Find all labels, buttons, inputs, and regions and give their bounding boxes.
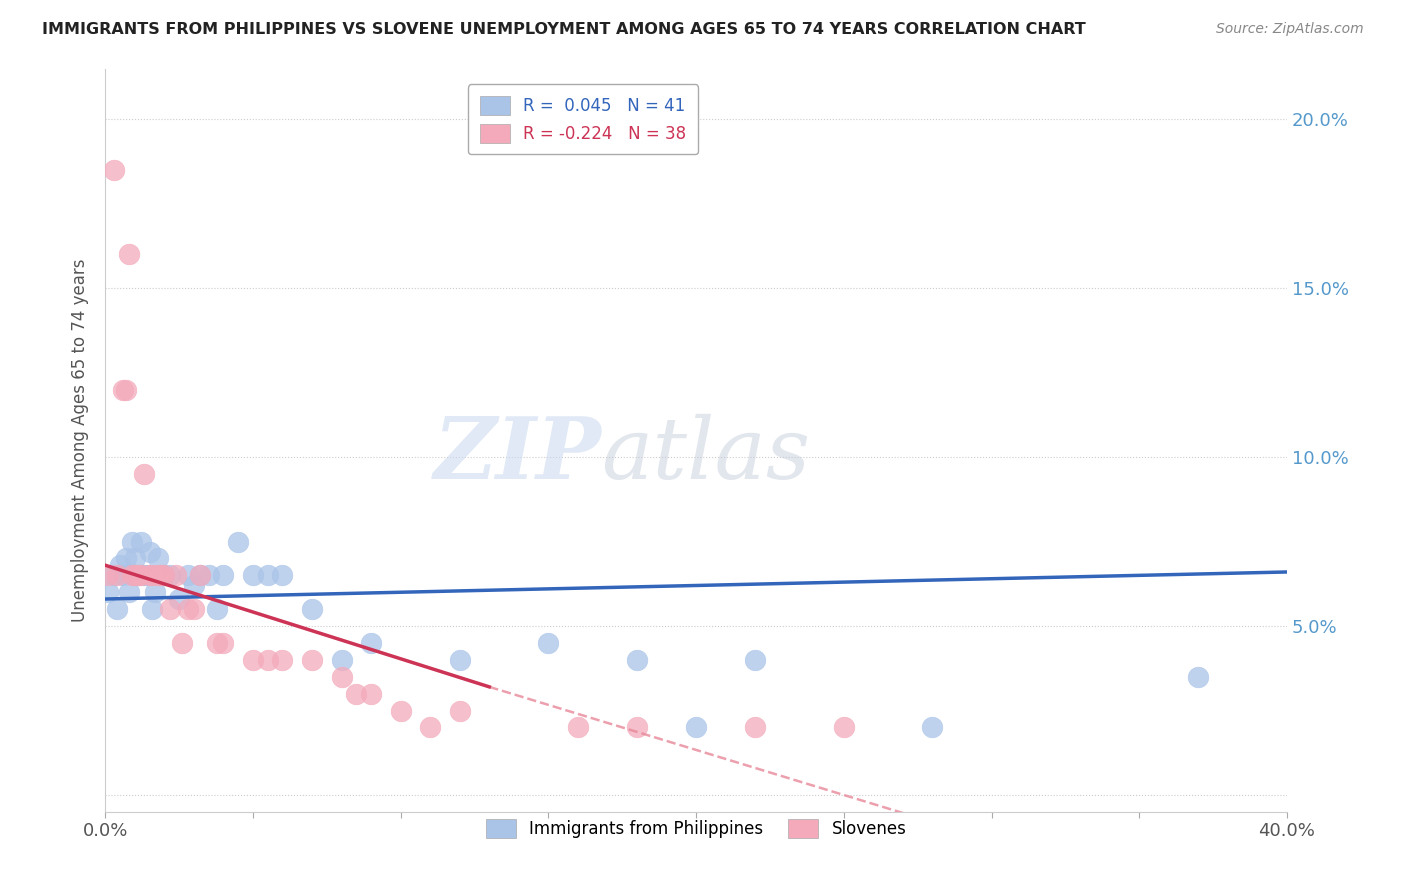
Point (105, 602, 128, 616)
Point (419, 720, 441, 734)
Point (97, 568, 120, 582)
Point (177, 568, 200, 582)
Point (138, 545, 160, 559)
Point (165, 568, 187, 582)
Point (121, 534, 143, 549)
Point (159, 602, 181, 616)
Point (145, 585, 167, 599)
Point (1187, 670, 1209, 684)
Point (124, 568, 146, 582)
Y-axis label: Unemployment Among Ages 65 to 74 years: Unemployment Among Ages 65 to 74 years (72, 259, 89, 622)
Point (271, 653, 294, 667)
Point (108, 558, 131, 573)
Point (832, 720, 855, 734)
Point (226, 534, 249, 549)
Point (124, 568, 146, 582)
Point (212, 636, 235, 650)
Point (626, 653, 648, 667)
Point (135, 568, 157, 582)
Point (148, 568, 170, 582)
Point (256, 568, 278, 582)
Point (330, 653, 353, 667)
Point (301, 602, 323, 616)
Legend: Immigrants from Philippines, Slovenes: Immigrants from Philippines, Slovenes (479, 812, 912, 845)
Point (449, 653, 471, 667)
Point (177, 602, 200, 616)
Point (207, 636, 229, 650)
Point (97, 585, 120, 599)
Point (183, 602, 205, 616)
Point (207, 602, 229, 616)
Point (127, 568, 149, 582)
Point (129, 568, 152, 582)
Point (129, 534, 152, 549)
Point (242, 653, 264, 667)
Point (389, 704, 412, 718)
Point (256, 653, 278, 667)
Point (103, 162, 125, 177)
Point (567, 720, 589, 734)
Point (118, 585, 141, 599)
Point (115, 551, 138, 566)
Point (449, 704, 471, 718)
Point (111, 568, 134, 582)
Text: ZIP: ZIP (433, 413, 602, 497)
Point (150, 568, 173, 582)
Point (141, 568, 163, 582)
Point (188, 568, 211, 582)
Point (127, 568, 149, 582)
Point (159, 568, 181, 582)
Point (132, 568, 155, 582)
Point (744, 653, 766, 667)
Point (153, 568, 176, 582)
Point (188, 568, 211, 582)
Point (360, 636, 382, 650)
Point (344, 687, 367, 701)
Point (118, 247, 141, 261)
Point (115, 383, 138, 397)
Point (626, 720, 648, 734)
Point (744, 720, 766, 734)
Point (271, 568, 294, 582)
Point (121, 568, 143, 582)
Point (685, 720, 707, 734)
Point (242, 568, 264, 582)
Point (537, 636, 560, 650)
Point (138, 568, 160, 582)
Point (167, 592, 190, 607)
Point (148, 551, 170, 566)
Point (105, 568, 128, 582)
Point (111, 383, 134, 397)
Point (212, 568, 235, 582)
Point (132, 467, 155, 481)
Point (153, 568, 176, 582)
Point (141, 602, 163, 616)
Point (360, 687, 382, 701)
Point (197, 568, 219, 582)
Point (330, 670, 353, 684)
Text: atlas: atlas (602, 414, 811, 497)
Point (103, 568, 125, 582)
Point (301, 653, 323, 667)
Text: Source: ZipAtlas.com: Source: ZipAtlas.com (1216, 22, 1364, 37)
Point (183, 578, 205, 592)
Point (170, 636, 193, 650)
Text: IMMIGRANTS FROM PHILIPPINES VS SLOVENE UNEMPLOYMENT AMONG AGES 65 TO 74 YEARS CO: IMMIGRANTS FROM PHILIPPINES VS SLOVENE U… (42, 22, 1085, 37)
Point (124, 551, 146, 566)
Point (921, 720, 943, 734)
